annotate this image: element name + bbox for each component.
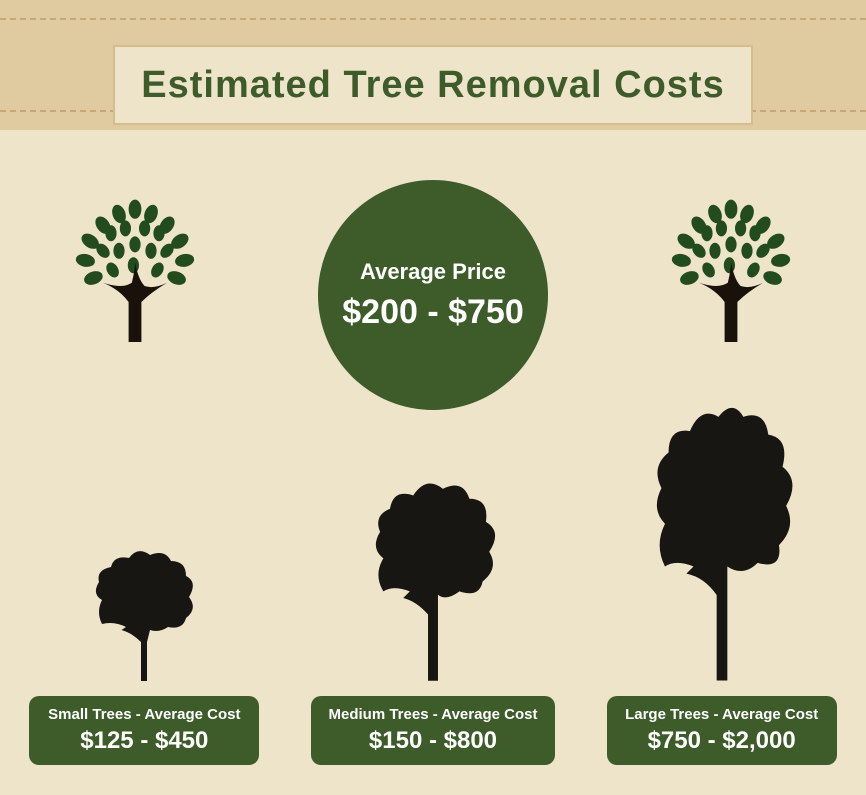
decorative-tree-icon [651, 190, 811, 350]
tree-category-large: Large Trees - Average Cost $750 - $2,000 [587, 399, 857, 765]
average-price-label: Average Price [360, 259, 506, 285]
large-tree-icon [632, 399, 812, 684]
tree-category-medium: Medium Trees - Average Cost $150 - $800 [298, 469, 568, 765]
decorative-tree-icon [55, 190, 215, 350]
medium-tree-icon [348, 469, 518, 684]
tree-categories-row: Small Trees - Average Cost $125 - $450 M… [0, 399, 866, 765]
cost-label: Medium Trees - Average Cost [329, 706, 538, 723]
cost-badge: Medium Trees - Average Cost $150 - $800 [311, 696, 556, 765]
tree-category-small: Small Trees - Average Cost $125 - $450 [9, 534, 279, 765]
cost-badge: Large Trees - Average Cost $750 - $2,000 [607, 696, 837, 765]
content-area: Average Price $200 - $750 Small Trees - … [0, 130, 866, 795]
page-title: Estimated Tree Removal Costs [141, 64, 724, 107]
average-price-circle: Average Price $200 - $750 [318, 180, 548, 410]
cost-price: $750 - $2,000 [625, 727, 819, 755]
cost-price: $125 - $450 [47, 727, 241, 755]
cost-label: Small Trees - Average Cost [47, 706, 241, 723]
cost-badge: Small Trees - Average Cost $125 - $450 [29, 696, 259, 765]
title-panel: Estimated Tree Removal Costs [113, 45, 753, 125]
small-tree-icon [69, 534, 219, 684]
header-tab-left [0, 35, 70, 95]
header-tab-right [796, 35, 866, 95]
average-price-value: $200 - $750 [342, 293, 524, 332]
cost-label: Large Trees - Average Cost [625, 706, 819, 723]
cost-price: $150 - $800 [329, 727, 538, 755]
